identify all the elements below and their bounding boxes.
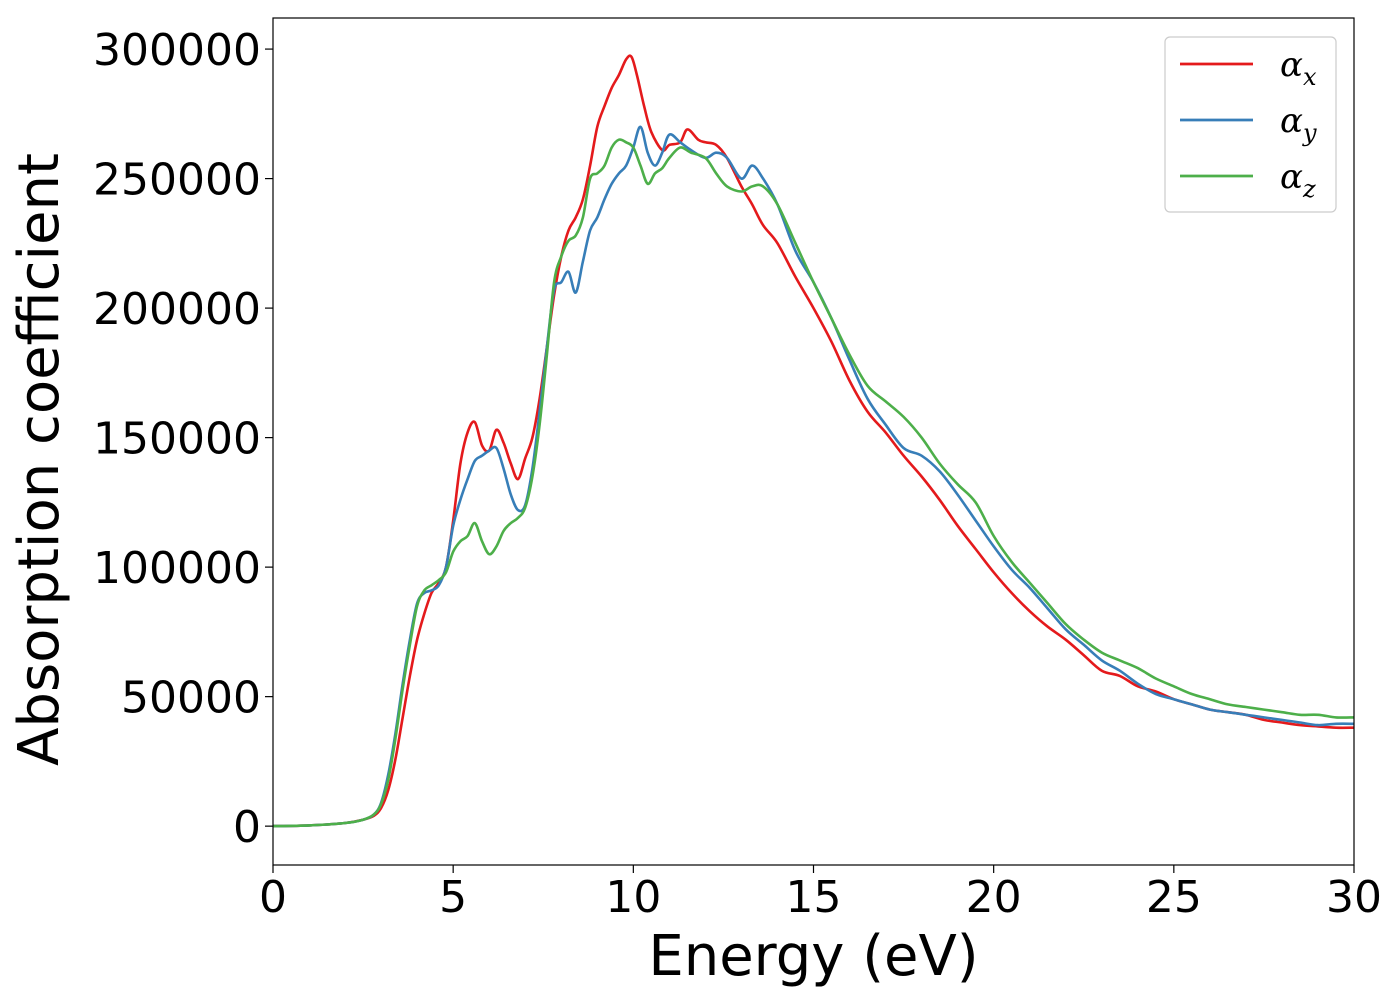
- y-tick-label: 50000: [121, 673, 261, 724]
- y-tick-label: 200000: [93, 284, 261, 335]
- y-tick-label: 100000: [93, 543, 261, 594]
- legend: αx αy αz: [1164, 36, 1337, 213]
- y-axis-ticks: 0 50000 100000 150000 200000 250000 300000: [93, 25, 273, 853]
- y-tick-label: 300000: [93, 25, 261, 76]
- series-layer: [272, 54, 1355, 828]
- x-tick-label: 15: [786, 872, 842, 923]
- y-tick-label: 250000: [93, 155, 261, 206]
- legend-label-alpha-x: αx: [1280, 45, 1317, 91]
- x-tick-label: 0: [259, 872, 287, 923]
- y-tick-label: 0: [233, 802, 261, 853]
- y-axis-title: Absorption coefficient: [7, 153, 72, 766]
- legend-box: [1164, 36, 1337, 213]
- x-tick-label: 25: [1146, 872, 1202, 923]
- series-line-alpha-z: [272, 138, 1355, 828]
- y-tick-label: 150000: [93, 414, 261, 465]
- x-axis-title: Energy (eV): [648, 924, 978, 989]
- x-tick-label: 30: [1326, 872, 1382, 923]
- legend-label-alpha-y: αy: [1280, 101, 1317, 147]
- x-tick-label: 20: [966, 872, 1022, 923]
- x-tick-label: 10: [605, 872, 661, 923]
- x-axis-ticks: 0 5 10 15 20 25 30: [259, 865, 1382, 923]
- x-tick-label: 5: [439, 872, 467, 923]
- legend-label-alpha-z: αz: [1280, 157, 1316, 203]
- series-line-alpha-y: [272, 125, 1355, 828]
